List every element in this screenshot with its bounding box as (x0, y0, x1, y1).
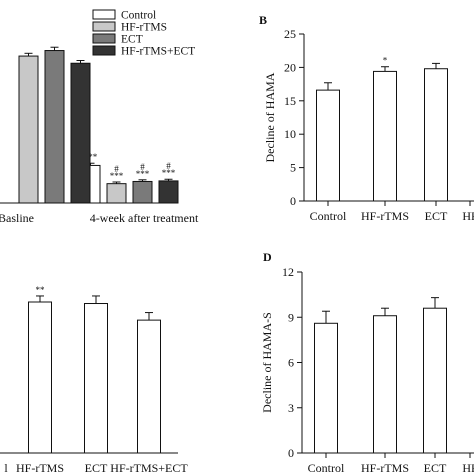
panel-d-category-label: Control (308, 461, 345, 474)
panel-a-legend-swatch (92, 21, 116, 32)
panel-b-category-label: Control (310, 209, 347, 223)
panel-c-category-label: ECT (85, 461, 108, 474)
panel-b-category-label: HF-rTMS (361, 209, 409, 223)
panel-a-legend-swatch (92, 45, 116, 56)
panel-b-category-label: ECT (425, 209, 448, 223)
panel-d-letter: D (263, 250, 272, 264)
panel-b-y-tick-label: 10 (284, 127, 296, 141)
panel-b-bar-ect (424, 68, 448, 202)
panel-c-bar-hf-rtms (28, 301, 52, 454)
panel-b-letter: B (259, 13, 267, 27)
panel-d-y-tick-label: 6 (288, 356, 294, 370)
panel-d-y-tick-label: 12 (282, 265, 294, 279)
panel-d-bar-control (314, 322, 338, 454)
panel-a-bar-ect-0 (44, 50, 65, 204)
panel-a-significance-mark: # (166, 161, 171, 171)
panel-a-bar-hf-rtms-ect-1 (158, 180, 179, 204)
panel-c-category-label: l (4, 461, 8, 474)
panel-a-significance-mark: *** (162, 168, 176, 178)
panel-a-legend-swatch (92, 33, 116, 44)
panel-b-bar-control (316, 89, 340, 202)
panel-b-y-axis-title: Decline of HAMA (263, 72, 277, 162)
panel-a-legend-swatch (92, 9, 116, 20)
panel-a-legend-label: ECT (121, 34, 143, 46)
panel-c-significance-mark: ** (36, 285, 46, 295)
panel-d-category-label: HF-rTMS (361, 461, 409, 474)
panel-d-bar-ect (423, 307, 447, 454)
panel-a-group-label: 4-week after treatment (90, 211, 199, 225)
panel-a-bar-ect-1 (132, 180, 153, 204)
panel-c-bar-ect (84, 303, 108, 454)
panel-b-y-tick-label: 15 (284, 94, 296, 108)
panel-a-group-label: Basline (0, 211, 34, 225)
panel-b-bar-hf-rtms (373, 70, 397, 202)
panel-d-category-label: ECT (424, 461, 447, 474)
panel-a-significance-mark: # (114, 164, 119, 174)
panel-a-significance-mark: # (140, 162, 145, 172)
panel-b-category-label: HF (462, 209, 474, 223)
panel-a-significance-mark: *** (84, 152, 98, 162)
panel-a-significance-mark: *** (136, 169, 150, 179)
panel-a-legend-label: HF-rTMS (121, 22, 167, 34)
panel-d-category-label: HF (462, 461, 474, 474)
panel-a-legend-label: Control (121, 10, 156, 22)
panel-b-y-tick-label: 25 (284, 27, 296, 41)
panel-c-category-label: HF-rTMS (16, 461, 64, 474)
panel-d-y-tick-label: 3 (288, 401, 294, 415)
panel-d-y-tick-label: 9 (288, 310, 294, 324)
panel-a-bar-hf-rtms-0 (18, 55, 39, 204)
panel-b-significance-mark: * (383, 56, 388, 66)
panel-d-bar-hf-rtms (373, 315, 397, 454)
panel-a-legend-label: HF-rTMS+ECT (121, 46, 195, 58)
panel-d-y-tick-label: 0 (288, 446, 294, 460)
panel-c-category-label: HF-rTMS+ECT (110, 461, 188, 474)
panel-b-y-tick-label: 0 (290, 194, 296, 208)
panel-d-y-axis-title: Decline of HAMA-S (260, 312, 274, 413)
panel-b-y-tick-label: 20 (284, 60, 296, 74)
panel-a-bar-hf-rtms-1 (106, 183, 127, 204)
panel-a-significance-mark: *** (110, 171, 124, 181)
panel-c-bar-hf-rtms-ect (137, 319, 161, 454)
panel-a-bar-hf-rtms-ect-0 (70, 62, 91, 204)
panel-b-y-tick-label: 5 (290, 161, 296, 175)
